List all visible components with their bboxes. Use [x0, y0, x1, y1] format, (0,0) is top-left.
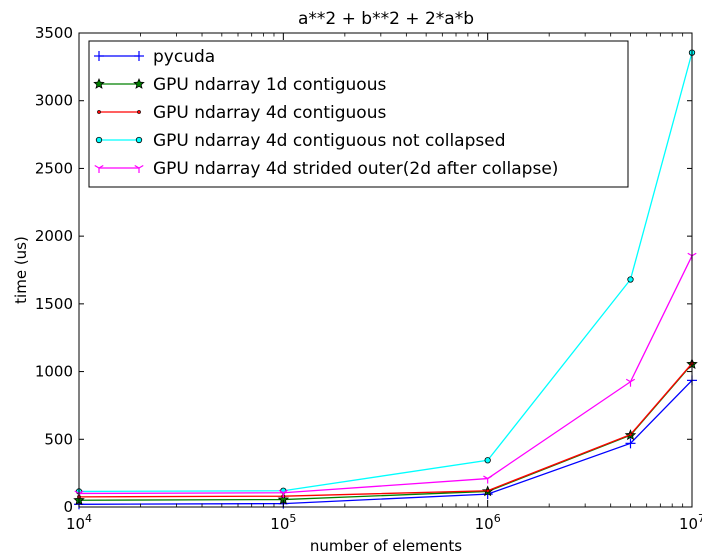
legend-marker-start [93, 77, 105, 89]
legend-label: GPU ndarray 4d contiguous not collapsed [153, 131, 506, 151]
legend-entry-4: GPU ndarray 4d contiguous not collapsed [95, 131, 506, 151]
y-tick-label: 0 [63, 498, 73, 516]
legend-marker-start [97, 110, 101, 114]
data-point-s5-2 [278, 489, 288, 498]
y-tick-label: 2500 [35, 159, 73, 177]
legend-marker-end [137, 110, 141, 114]
y-tick-label: 3500 [35, 24, 73, 42]
x-axis-label: number of elements [310, 537, 462, 554]
plot-frame [78, 32, 693, 508]
legend-entry-2: GPU ndarray 1d contiguous [93, 75, 386, 95]
y-tick-label: 1000 [35, 363, 73, 381]
legend: pycuda GPU ndarray 1d contiguous GPU ndarr… [88, 40, 629, 188]
x-tick-label: 107 [679, 512, 702, 533]
axes-layer: 0 500 1000 1500 2000 2500 3000 3500 104 105 106 107 [35, 24, 702, 533]
data-point-s1-4 [625, 438, 636, 449]
data-point-s5-3 [483, 475, 493, 484]
data-point-s4-4 [627, 276, 634, 283]
legend-entry-3: GPU ndarray 4d contiguous [97, 103, 386, 123]
x-tick-label: 104 [66, 512, 92, 533]
legend-marker-end [133, 77, 145, 89]
y-tick-label: 2000 [35, 227, 73, 245]
legend-box [88, 40, 629, 188]
x-tick-label: 106 [475, 512, 501, 533]
chart-title: a**2 + b**2 + 2*a*b [298, 9, 474, 29]
legend-marker-end [134, 51, 144, 61]
x-tick-label: 105 [270, 512, 296, 533]
legend-marker-start [94, 51, 104, 61]
legend-label: pycuda [153, 47, 215, 67]
legend-entry-5: GPU ndarray 4d strided outer(2d after co… [94, 159, 558, 179]
legend-entry-1: pycuda [94, 47, 215, 67]
y-axis-label: time (us) [12, 236, 30, 304]
y-tick-label: 500 [44, 430, 73, 448]
legend-marker-start [94, 164, 104, 173]
legend-marker-end [134, 164, 144, 173]
legend-label: GPU ndarray 4d strided outer(2d after co… [153, 159, 558, 179]
data-point-s3-3 [485, 488, 490, 493]
data-point-s5-4 [625, 378, 636, 387]
data-point-s4-3 [484, 457, 491, 464]
legend-label: GPU ndarray 1d contiguous [153, 75, 386, 95]
y-tick-label: 1500 [35, 295, 73, 313]
data-point-s3-4 [628, 432, 633, 437]
legend-marker-start [95, 136, 103, 144]
y-tick-label: 3000 [35, 92, 73, 110]
legend-marker-end [135, 136, 143, 144]
legend-label: GPU ndarray 4d contiguous [153, 103, 386, 123]
